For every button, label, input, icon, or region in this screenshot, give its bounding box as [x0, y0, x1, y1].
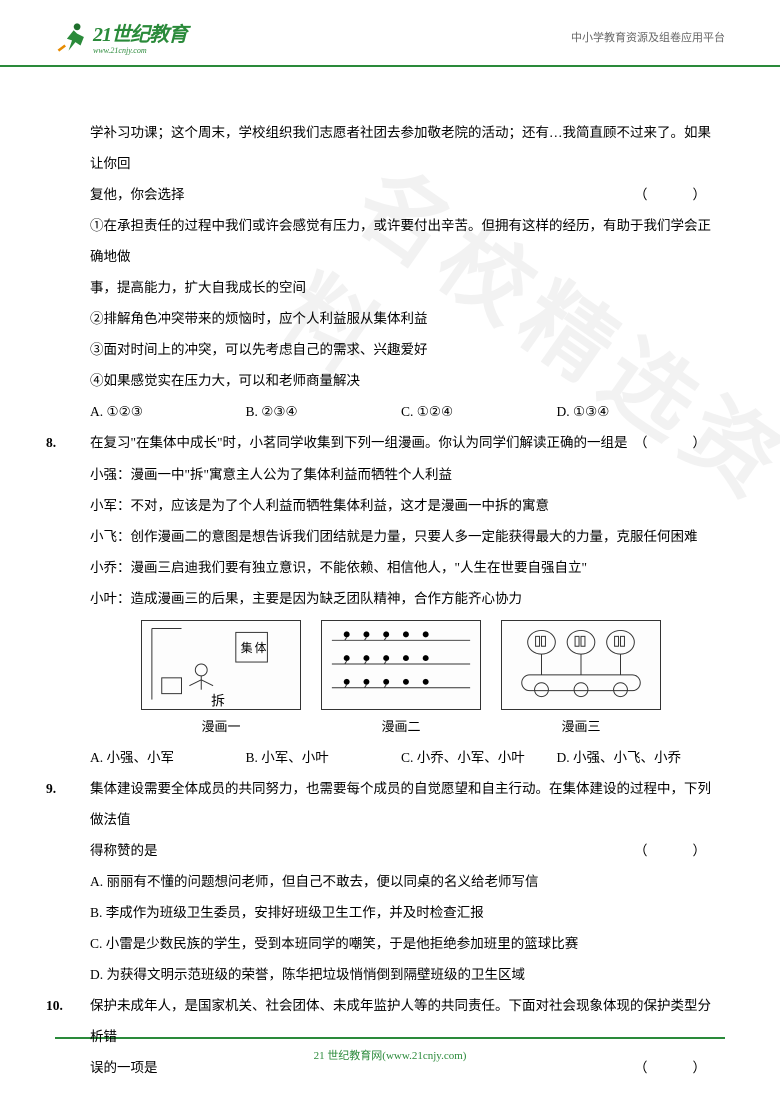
option-text: ③面对时间上的冲突，可以先考虑自己的需求、兴趣爱好	[90, 334, 712, 365]
text-line: 复他，你会选择 （ ）	[90, 179, 712, 210]
page-header: 21世纪教育 www.21cnjy.com 中小学教育资源及组卷应用平台	[0, 0, 780, 67]
q8-line: 小飞：创作漫画二的意图是想告诉我们团结就是力量，只要人多一定能获得最大的力量，克…	[90, 521, 712, 552]
comic-3-label: 漫画三	[501, 712, 661, 742]
answer-bracket: （ ）	[634, 1052, 712, 1083]
q8-line: 小叶：造成漫画三的后果，主要是因为缺乏团队精神，合作方能齐心协力	[90, 583, 712, 614]
logo-sub-text: www.21cnjy.com	[93, 46, 187, 55]
choice-d[interactable]: D. ①③④	[557, 396, 713, 427]
text-span: 复他，你会选择	[90, 187, 185, 202]
choice-a[interactable]: A. 丽丽有不懂的问题想问老师，但自己不敢去，便以同桌的名义给老师写信	[90, 866, 712, 897]
choice-d[interactable]: D. 小强、小飞、小乔	[557, 742, 713, 773]
svg-text:体: 体	[255, 641, 267, 655]
choice-a[interactable]: A. 小强、小军	[90, 742, 246, 773]
option-text: ①在承担责任的过程中我们或许会感觉有压力，或许要付出辛苦。但拥有这样的经历，有助…	[90, 210, 712, 272]
choice-a[interactable]: A. ①②③	[90, 396, 246, 427]
choice-d[interactable]: D. 为获得文明示范班级的荣誉，陈华把垃圾悄悄倒到隔壁班级的卫生区域	[90, 959, 712, 990]
page-content: 学补习功课；这个周末，学校组织我们志愿者社团去参加敬老院的活动；还有…我简直顾不…	[0, 67, 780, 1083]
text-span: 得称赞的是	[90, 843, 158, 858]
comic-row: 集 体 拆	[90, 620, 712, 710]
q8-line: 小乔：漫画三启迪我们要有独立意识，不能依赖、相信他人，"人生在世要自强自立"	[90, 552, 712, 583]
comic-1: 集 体 拆	[141, 620, 301, 710]
choice-c[interactable]: C. 小乔、小军、小叶	[401, 742, 557, 773]
q7-continuation: 学补习功课；这个周末，学校组织我们志愿者社团去参加敬老院的活动；还有…我简直顾不…	[68, 117, 712, 427]
q8: 8. 在复习"在集体中成长"时，小茗同学收集到下列一组漫画。你认为同学们解读正确…	[68, 427, 712, 458]
q10-stem-line2: 误的一项是 （ ）	[90, 1052, 712, 1083]
q8-number: 8.	[46, 427, 56, 458]
option-text: ④如果感觉实在压力大，可以和老师商量解决	[90, 365, 712, 396]
answer-bracket: （ ）	[634, 427, 712, 458]
q9-stem-line1: 集体建设需要全体成员的共同努力，也需要每个成员的自觉愿望和自主行动。在集体建设的…	[90, 781, 711, 827]
svg-text:集: 集	[241, 641, 253, 655]
runner-icon	[55, 20, 89, 54]
choice-b[interactable]: B. ②③④	[246, 396, 402, 427]
choice-b[interactable]: B. 小军、小叶	[246, 742, 402, 773]
q8-body: 小强：漫画一中"拆"寓意主人公为了集体利益而牺牲个人利益 小军：不对，应该是为了…	[68, 459, 712, 773]
logo-main-text: 21世纪教育	[93, 24, 187, 46]
logo-area: 21世纪教育 www.21cnjy.com	[55, 18, 187, 55]
q8-line: 小军：不对，应该是为了个人利益而牺牲集体利益，这才是漫画一中拆的寓意	[90, 490, 712, 521]
option-text: 事，提高能力，扩大自我成长的空间	[90, 272, 712, 303]
comic-3	[501, 620, 661, 710]
q10-body: 误的一项是 （ ）	[68, 1052, 712, 1083]
answer-bracket: （ ）	[634, 835, 712, 866]
q9-stem-line2: 得称赞的是 （ ）	[90, 835, 712, 866]
answer-bracket: （ ）	[634, 179, 712, 210]
q9: 9. 集体建设需要全体成员的共同努力，也需要每个成员的自觉愿望和自主行动。在集体…	[68, 773, 712, 835]
choice-row: A. ①②③ B. ②③④ C. ①②④ D. ①③④	[90, 396, 712, 427]
text-line: 学补习功课；这个周末，学校组织我们志愿者社团去参加敬老院的活动；还有…我简直顾不…	[90, 117, 712, 179]
choice-c[interactable]: C. 小雷是少数民族的学生，受到本班同学的嘲笑，于是他拒绝参加班里的篮球比赛	[90, 928, 712, 959]
q9-number: 9.	[46, 773, 56, 804]
comic-1-label: 漫画一	[141, 712, 301, 742]
q8-stem: 在复习"在集体中成长"时，小茗同学收集到下列一组漫画。你认为同学们解读正确的一组…	[90, 435, 628, 450]
q8-line: 小强：漫画一中"拆"寓意主人公为了集体利益而牺牲个人利益	[90, 459, 712, 490]
svg-text:拆: 拆	[211, 693, 225, 708]
logo-text-block: 21世纪教育 www.21cnjy.com	[93, 18, 187, 55]
q9-body: 得称赞的是 （ ） A. 丽丽有不懂的问题想问老师，但自己不敢去，便以同桌的名义…	[68, 835, 712, 990]
comic-label-row: 漫画一 漫画二 漫画三	[90, 712, 712, 742]
text-span: 误的一项是	[90, 1060, 158, 1075]
header-right-text: 中小学教育资源及组卷应用平台	[571, 29, 725, 45]
q10: 10. 保护未成年人，是国家机关、社会团体、未成年监护人等的共同责任。下面对社会…	[68, 990, 712, 1052]
comic-2	[321, 620, 481, 710]
choice-c[interactable]: C. ①②④	[401, 396, 557, 427]
choice-b[interactable]: B. 李成作为班级卫生委员，安排好班级卫生工作，并及时检查汇报	[90, 897, 712, 928]
choice-row: A. 小强、小军 B. 小军、小叶 C. 小乔、小军、小叶 D. 小强、小飞、小…	[90, 742, 712, 773]
q10-number: 10.	[46, 990, 63, 1021]
comic-2-label: 漫画二	[321, 712, 481, 742]
q10-stem-line1: 保护未成年人，是国家机关、社会团体、未成年监护人等的共同责任。下面对社会现象体现…	[90, 998, 711, 1044]
option-text: ②排解角色冲突带来的烦恼时，应个人利益服从集体利益	[90, 303, 712, 334]
